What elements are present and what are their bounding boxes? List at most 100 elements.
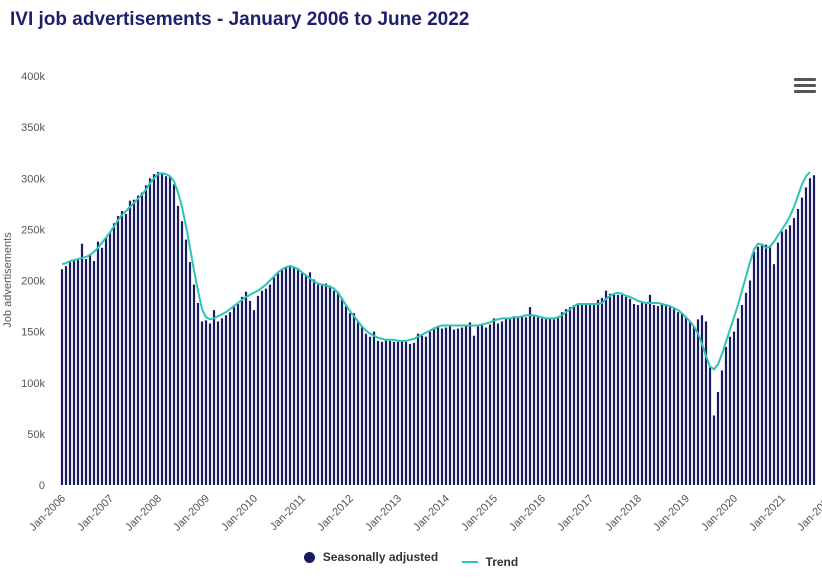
bar-seasonally-adjusted[interactable] — [364, 333, 368, 485]
bar-seasonally-adjusted[interactable] — [636, 305, 640, 485]
bar-seasonally-adjusted[interactable] — [484, 327, 488, 485]
bar-seasonally-adjusted[interactable] — [576, 304, 580, 485]
bar-seasonally-adjusted[interactable] — [188, 262, 192, 485]
bar-seasonally-adjusted[interactable] — [360, 326, 364, 485]
seasonally-adjusted-bars[interactable] — [60, 172, 816, 486]
bar-seasonally-adjusted[interactable] — [796, 208, 800, 486]
bar-seasonally-adjusted[interactable] — [336, 291, 340, 485]
bar-seasonally-adjusted[interactable] — [428, 331, 432, 486]
bar-seasonally-adjusted[interactable] — [132, 199, 136, 485]
legend-item-trend[interactable]: Trend — [461, 555, 518, 569]
bar-seasonally-adjusted[interactable] — [328, 285, 332, 485]
bar-seasonally-adjusted[interactable] — [232, 307, 236, 485]
bar-seasonally-adjusted[interactable] — [128, 200, 132, 485]
bar-seasonally-adjusted[interactable] — [236, 304, 240, 485]
bar-seasonally-adjusted[interactable] — [592, 305, 596, 485]
bar-seasonally-adjusted[interactable] — [408, 343, 412, 485]
bar-seasonally-adjusted[interactable] — [112, 223, 116, 486]
bar-seasonally-adjusted[interactable] — [764, 244, 768, 485]
bar-seasonally-adjusted[interactable] — [776, 242, 780, 485]
bar-seasonally-adjusted[interactable] — [792, 218, 796, 485]
bar-seasonally-adjusted[interactable] — [808, 178, 812, 485]
bar-seasonally-adjusted[interactable] — [448, 324, 452, 485]
bar-seasonally-adjusted[interactable] — [388, 340, 392, 485]
bar-seasonally-adjusted[interactable] — [488, 324, 492, 485]
bar-seasonally-adjusted[interactable] — [372, 331, 376, 486]
bar-seasonally-adjusted[interactable] — [400, 340, 404, 485]
bar-seasonally-adjusted[interactable] — [724, 346, 728, 485]
bar-seasonally-adjusted[interactable] — [564, 309, 568, 485]
bar-seasonally-adjusted[interactable] — [300, 273, 304, 485]
bar-seasonally-adjusted[interactable] — [444, 327, 448, 485]
bar-seasonally-adjusted[interactable] — [544, 318, 548, 485]
bar-seasonally-adjusted[interactable] — [672, 309, 676, 485]
bar-seasonally-adjusted[interactable] — [216, 321, 220, 485]
bar-seasonally-adjusted[interactable] — [152, 174, 156, 485]
bar-seasonally-adjusted[interactable] — [108, 232, 112, 485]
bar-seasonally-adjusted[interactable] — [332, 290, 336, 485]
bar-seasonally-adjusted[interactable] — [644, 301, 648, 485]
bar-seasonally-adjusted[interactable] — [204, 320, 208, 485]
bar-seasonally-adjusted[interactable] — [404, 341, 408, 485]
bar-seasonally-adjusted[interactable] — [660, 303, 664, 485]
bar-seasonally-adjusted[interactable] — [744, 292, 748, 485]
bar-seasonally-adjusted[interactable] — [348, 313, 352, 485]
bar-seasonally-adjusted[interactable] — [468, 322, 472, 485]
bar-seasonally-adjusted[interactable] — [500, 321, 504, 485]
bar-seasonally-adjusted[interactable] — [64, 266, 68, 485]
bar-seasonally-adjusted[interactable] — [596, 299, 600, 485]
bar-seasonally-adjusted[interactable] — [668, 307, 672, 485]
bar-seasonally-adjusted[interactable] — [160, 173, 164, 485]
bar-seasonally-adjusted[interactable] — [184, 239, 188, 485]
bar-seasonally-adjusted[interactable] — [156, 172, 160, 485]
bar-seasonally-adjusted[interactable] — [580, 305, 584, 485]
bar-seasonally-adjusted[interactable] — [72, 261, 76, 485]
bar-seasonally-adjusted[interactable] — [212, 310, 216, 485]
bar-seasonally-adjusted[interactable] — [424, 336, 428, 485]
bar-seasonally-adjusted[interactable] — [748, 280, 752, 486]
bar-seasonally-adjusted[interactable] — [552, 319, 556, 485]
bar-seasonally-adjusted[interactable] — [140, 192, 144, 485]
bar-seasonally-adjusted[interactable] — [436, 326, 440, 485]
bar-seasonally-adjusted[interactable] — [96, 241, 100, 485]
bar-seasonally-adjusted[interactable] — [88, 253, 92, 485]
bar-seasonally-adjusted[interactable] — [476, 326, 480, 485]
bar-seasonally-adjusted[interactable] — [496, 323, 500, 485]
bar-seasonally-adjusted[interactable] — [628, 298, 632, 485]
bar-seasonally-adjusted[interactable] — [516, 317, 520, 485]
bar-seasonally-adjusted[interactable] — [252, 310, 256, 485]
bar-seasonally-adjusted[interactable] — [280, 270, 284, 485]
bar-seasonally-adjusted[interactable] — [164, 176, 168, 485]
bar-seasonally-adjusted[interactable] — [392, 341, 396, 485]
bar-seasonally-adjusted[interactable] — [604, 290, 608, 485]
bar-seasonally-adjusted[interactable] — [600, 297, 604, 485]
bar-seasonally-adjusted[interactable] — [464, 326, 468, 485]
bar-seasonally-adjusted[interactable] — [740, 305, 744, 485]
bar-seasonally-adjusted[interactable] — [276, 273, 280, 485]
bar-seasonally-adjusted[interactable] — [208, 323, 212, 485]
bar-seasonally-adjusted[interactable] — [224, 315, 228, 485]
bar-seasonally-adjusted[interactable] — [780, 231, 784, 485]
bar-seasonally-adjusted[interactable] — [396, 341, 400, 485]
bar-seasonally-adjusted[interactable] — [620, 294, 624, 485]
bar-seasonally-adjusted[interactable] — [456, 328, 460, 485]
bar-seasonally-adjusted[interactable] — [260, 290, 264, 485]
bar-seasonally-adjusted[interactable] — [704, 321, 708, 485]
bar-seasonally-adjusted[interactable] — [760, 243, 764, 485]
bar-seasonally-adjusted[interactable] — [200, 321, 204, 485]
bar-seasonally-adjusted[interactable] — [624, 296, 628, 485]
bar-seasonally-adjusted[interactable] — [192, 284, 196, 485]
bar-seasonally-adjusted[interactable] — [344, 306, 348, 485]
bar-seasonally-adjusted[interactable] — [176, 205, 180, 486]
bar-seasonally-adjusted[interactable] — [712, 415, 716, 485]
bar-seasonally-adjusted[interactable] — [700, 315, 704, 485]
bar-seasonally-adjusted[interactable] — [148, 178, 152, 485]
bar-seasonally-adjusted[interactable] — [520, 316, 524, 485]
bar-seasonally-adjusted[interactable] — [708, 367, 712, 485]
bar-seasonally-adjusted[interactable] — [772, 264, 776, 485]
bar-seasonally-adjusted[interactable] — [696, 319, 700, 485]
bar-seasonally-adjusted[interactable] — [472, 335, 476, 485]
bar-seasonally-adjusted[interactable] — [292, 267, 296, 485]
bar-seasonally-adjusted[interactable] — [144, 185, 148, 485]
bar-seasonally-adjusted[interactable] — [752, 251, 756, 485]
